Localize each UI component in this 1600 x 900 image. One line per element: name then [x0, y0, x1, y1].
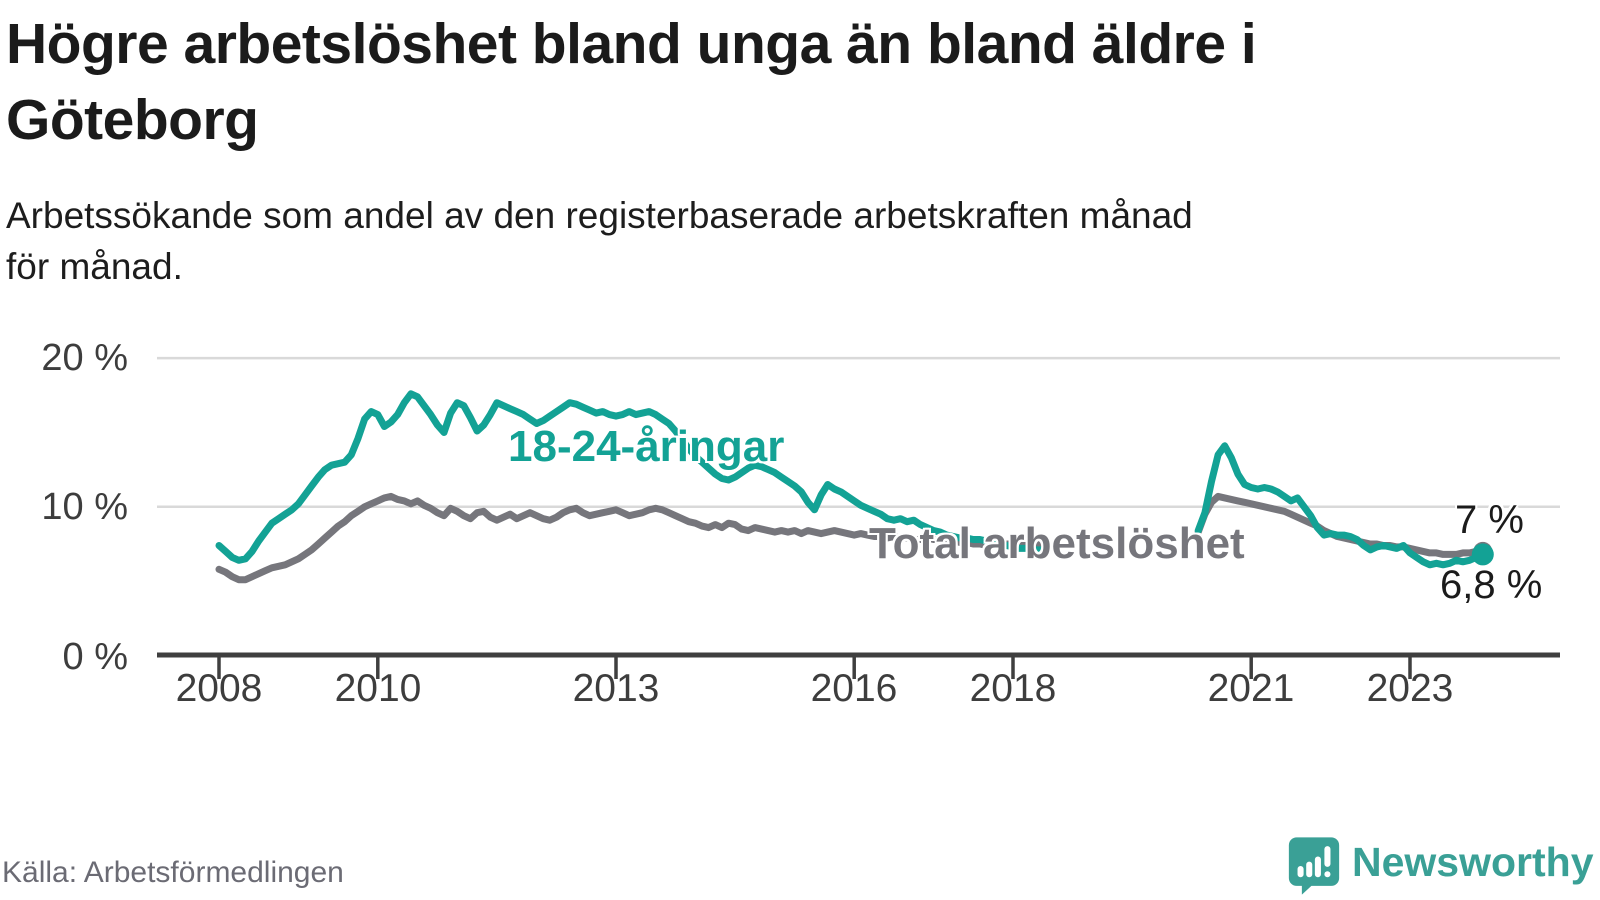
y-axis-tick-label-0: 0 % [62, 636, 128, 678]
y-axis-tick-label-10: 10 % [41, 486, 128, 528]
chart-subtitle: Arbetssökande som andel av den registerb… [6, 190, 1586, 292]
series-label-18-24: 18-24-åringar [508, 422, 785, 471]
y-axis-tick-label-20: 20 % [41, 337, 128, 379]
series-line-1-segment-1 [1194, 442, 1487, 569]
page-title: Högre arbetslöshet bland unga än bland ä… [6, 6, 1586, 158]
source-attribution: Källa: Arbetsförmedlingen [2, 856, 344, 889]
series-line-1-segment-0 [215, 390, 1050, 564]
title-line-2: Göteborg [6, 88, 259, 152]
x-axis-tick-label-2016: 2016 [810, 667, 898, 710]
x-axis-tick-label-2010: 2010 [334, 667, 422, 710]
newsworthy-logo-text: Newsworthy [1352, 839, 1594, 885]
newsworthy-logo: Newsworthy [1288, 834, 1600, 898]
end-value-label-18-24: 6,8 % [1440, 563, 1543, 607]
series-label-total: Total arbetslöshet [869, 519, 1245, 568]
x-axis-tick-label-2013: 2013 [572, 667, 660, 710]
newsworthy-speech-bubble-chart-icon [1288, 837, 1340, 895]
end-value-label-total: 7 % [1455, 498, 1524, 542]
x-axis-tick-label-2008: 2008 [175, 667, 263, 710]
x-axis-tick-label-2023: 2023 [1366, 667, 1454, 710]
series-line-0-segment-0 [215, 492, 1050, 584]
subtitle-line-2: för månad. [6, 246, 183, 287]
title-line-1: Högre arbetslöshet bland unga än bland ä… [6, 12, 1257, 76]
x-axis-tick-label-2021: 2021 [1207, 667, 1295, 710]
subtitle-line-1: Arbetssökande som andel av den registerb… [6, 195, 1193, 236]
endpoint-dot-1 [1471, 543, 1494, 566]
x-axis-tick-label-2018: 2018 [969, 667, 1057, 710]
